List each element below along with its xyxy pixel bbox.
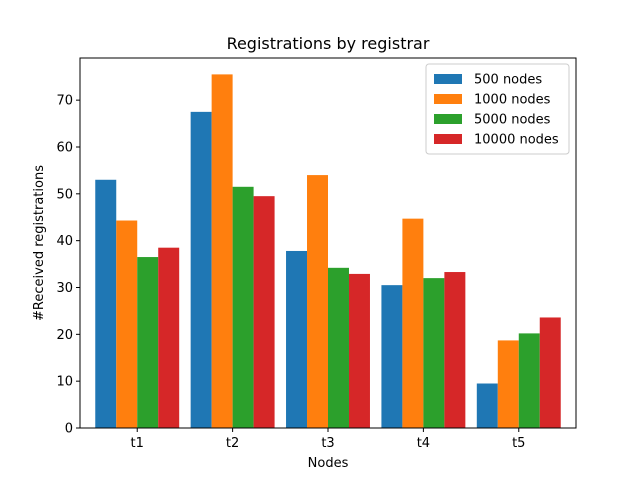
- legend-entry-label: 1000 nodes: [474, 93, 551, 108]
- legend-swatch: [434, 74, 462, 84]
- x-tick-label: t1: [131, 436, 144, 451]
- legend-entry-label: 500 nodes: [474, 73, 542, 88]
- x-axis-label: Nodes: [308, 456, 349, 471]
- bar: [253, 196, 275, 428]
- bar: [158, 247, 180, 428]
- legend-entry-label: 5000 nodes: [474, 113, 551, 128]
- bars-layer: [95, 74, 561, 429]
- x-tick-label: t2: [226, 436, 239, 451]
- bar: [518, 333, 540, 428]
- y-tick-label: 0: [65, 422, 73, 437]
- bar: [95, 179, 117, 428]
- bar: [232, 186, 254, 428]
- bar: [190, 111, 212, 429]
- bar: [423, 278, 445, 428]
- x-tick-label: t3: [321, 436, 334, 451]
- bar: [444, 272, 466, 428]
- bar: [307, 175, 328, 428]
- x-tick-label: t4: [417, 436, 430, 451]
- y-tick-label: 50: [56, 187, 73, 202]
- bar: [286, 250, 308, 428]
- y-tick-label: 30: [56, 281, 73, 296]
- y-tick-label: 10: [56, 375, 73, 390]
- y-tick-label: 40: [56, 234, 73, 249]
- legend-swatch: [434, 114, 462, 124]
- bar: [539, 317, 561, 428]
- y-tick-label: 20: [56, 328, 73, 343]
- bar: [381, 285, 403, 428]
- y-tick-label: 70: [56, 94, 73, 109]
- legend-swatch: [434, 134, 462, 144]
- y-axis-label: #Received registrations: [32, 165, 47, 321]
- legend-swatch: [434, 94, 462, 104]
- x-tick-label: t5: [512, 436, 525, 451]
- bar: [402, 218, 424, 428]
- bar: [137, 257, 159, 428]
- bar: [497, 340, 519, 428]
- bar: [116, 220, 138, 428]
- bar: [476, 383, 498, 428]
- bar: [348, 273, 370, 428]
- bar: [211, 74, 233, 429]
- axes-layer: 0 10 20 30 40 50 60 70 t1 t2 t3 t4 t5: [56, 57, 577, 451]
- y-tick-label: 60: [56, 140, 73, 155]
- bar: [328, 267, 349, 428]
- chart-title: Registrations by registrar: [227, 34, 430, 53]
- legend: 500 nodes 1000 nodes 5000 nodes 10000 nodes: [425, 63, 570, 155]
- legend-box: [425, 63, 570, 155]
- legend-entry-label: 10000 nodes: [474, 133, 559, 148]
